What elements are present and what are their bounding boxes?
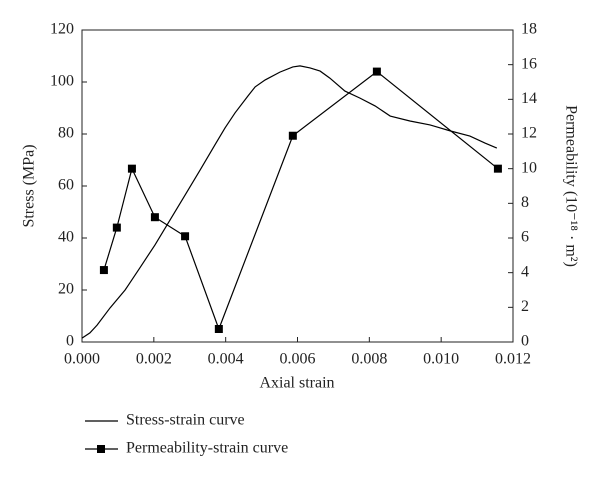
y-tick-label: 80 [58, 125, 74, 142]
x-tick-label: 0.006 [280, 351, 316, 368]
marker [127, 164, 136, 173]
marker [150, 213, 159, 222]
legend-label: Stress-strain curve [126, 412, 245, 429]
y2-tick-label: 14 [521, 90, 537, 107]
y2-tick-label: 18 [521, 21, 537, 38]
y-tick-label: 40 [58, 229, 74, 246]
x-tick-label: 0.010 [423, 351, 459, 368]
y2-tick-label: 4 [521, 263, 529, 280]
marker [288, 131, 297, 140]
x-tick-label: 0.000 [64, 351, 100, 368]
y-tick-label: 60 [58, 177, 74, 194]
y-tick-label: 100 [50, 73, 74, 90]
x-tick-label: 0.008 [351, 351, 387, 368]
marker [181, 232, 190, 241]
y2-tick-label: 16 [521, 55, 537, 72]
marker [214, 325, 223, 333]
y-tick-label: 120 [50, 21, 74, 38]
y2-tick-label: 2 [521, 298, 529, 315]
y2-tick-label: 8 [521, 194, 529, 211]
plot-frame [81, 29, 514, 343]
y2-axis-label: Permeability (10⁻¹⁸ · m²) [562, 105, 579, 267]
series-line [103, 70, 499, 331]
y-axis-label: Stress (MPa) [21, 144, 38, 227]
marker [112, 223, 121, 232]
y-tick-label: 0 [66, 333, 74, 350]
legend-marker [97, 445, 105, 453]
y2-tick-label: 12 [521, 125, 537, 142]
y2-tick-label: 6 [521, 229, 529, 246]
x-tick-label: 0.012 [495, 351, 531, 368]
marker [372, 67, 381, 76]
marker [99, 266, 108, 275]
y2-tick-label: 10 [521, 159, 537, 176]
x-tick-label: 0.002 [136, 351, 172, 368]
y2-tick-label: 0 [521, 333, 529, 350]
series-line [81, 65, 498, 339]
x-tick-label: 0.004 [208, 351, 244, 368]
marker [493, 164, 502, 173]
legend-label: Permeability-strain curve [126, 440, 288, 457]
y-tick-label: 20 [58, 281, 74, 298]
x-axis-label: Axial strain [259, 375, 334, 392]
